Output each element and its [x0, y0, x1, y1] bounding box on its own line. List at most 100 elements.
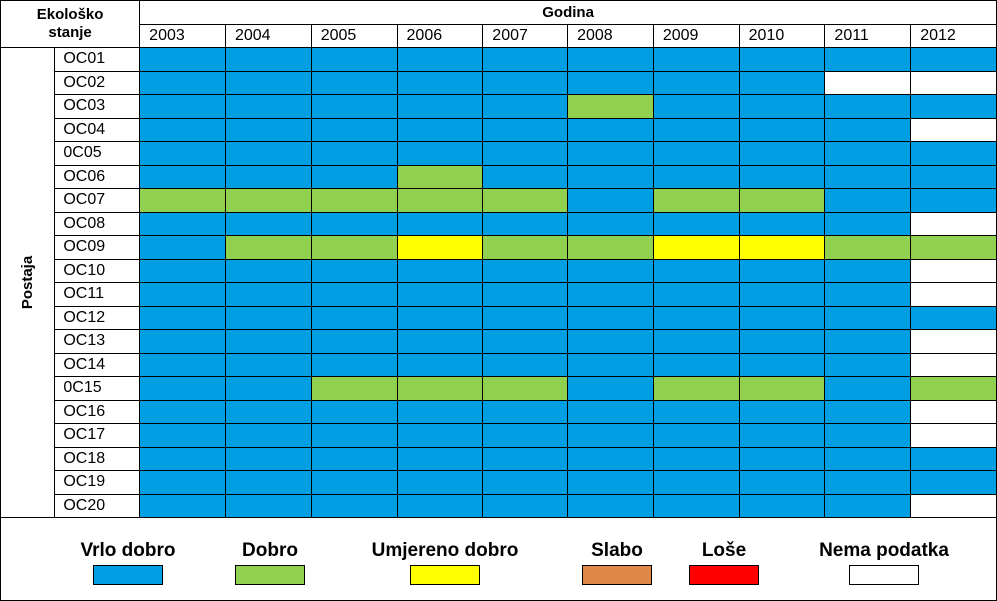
- station-label: OC04: [54, 117, 141, 142]
- postaja-label: Postaja: [0, 47, 56, 518]
- status-cell-OC13-2009: [652, 329, 740, 354]
- table-row: OC20: [1, 493, 997, 518]
- status-cell-OC02-2011: [824, 70, 912, 95]
- legend-swatch: [93, 565, 163, 585]
- status-cell-OC11-2005: [310, 282, 398, 307]
- status-cell-OC20-2003: [139, 493, 226, 518]
- status-cell-OC17-2008: [567, 423, 654, 448]
- table-row: OC13: [1, 329, 997, 354]
- status-cell-OC07-2008: [567, 188, 654, 213]
- status-cell-OC03-2011: [824, 94, 912, 119]
- year-header-2004: 2004: [224, 24, 312, 48]
- station-label: OC11: [54, 282, 141, 307]
- status-cell-OC01-2004: [224, 47, 312, 72]
- status-cell-OC16-2004: [224, 399, 312, 424]
- station-label: OC09: [54, 235, 141, 260]
- status-cell-0C05-2009: [652, 141, 740, 166]
- status-cell-OC16-2003: [139, 399, 226, 424]
- status-cell-OC16-2009: [652, 399, 740, 424]
- header-stanje: stanje: [48, 24, 92, 41]
- legend-swatch: [689, 565, 759, 585]
- status-cell-OC03-2009: [652, 94, 740, 119]
- status-cell-OC20-2010: [738, 493, 826, 518]
- status-cell-OC16-2007: [482, 399, 569, 424]
- status-cell-OC11-2004: [224, 282, 312, 307]
- status-cell-OC10-2009: [652, 258, 740, 283]
- station-label: OC19: [54, 470, 141, 495]
- status-cell-OC01-2012: [910, 47, 997, 72]
- status-cell-OC06-2012: [910, 164, 997, 189]
- status-cell-OC13-2004: [224, 329, 312, 354]
- status-cell-0C15-2011: [824, 376, 912, 401]
- status-cell-OC08-2012: [910, 211, 997, 236]
- status-cell-OC18-2010: [738, 446, 826, 471]
- status-cell-OC08-2004: [224, 211, 312, 236]
- station-label: 0C05: [54, 141, 141, 166]
- status-cell-OC09-2005: [310, 235, 398, 260]
- status-cell-OC06-2006: [396, 164, 484, 189]
- status-cell-0C05-2010: [738, 141, 826, 166]
- header-godina: Godina: [139, 0, 997, 25]
- status-cell-OC19-2007: [482, 470, 569, 495]
- status-cell-0C15-2003: [139, 376, 226, 401]
- status-cell-OC07-2012: [910, 188, 997, 213]
- status-cell-OC20-2009: [652, 493, 740, 518]
- status-cell-OC14-2004: [224, 352, 312, 377]
- status-cell-OC01-2003: [139, 47, 226, 72]
- status-cell-OC14-2008: [567, 352, 654, 377]
- table-row: OC07: [1, 188, 997, 213]
- status-cell-OC02-2005: [310, 70, 398, 95]
- status-cell-OC16-2012: [910, 399, 997, 424]
- status-cell-OC20-2007: [482, 493, 569, 518]
- station-label: OC20: [54, 493, 141, 518]
- legend-label: Dobro: [242, 540, 298, 561]
- status-cell-OC16-2011: [824, 399, 912, 424]
- status-cell-0C05-2003: [139, 141, 226, 166]
- status-cell-OC04-2004: [224, 117, 312, 142]
- status-cell-OC02-2006: [396, 70, 484, 95]
- station-label: 0C15: [54, 376, 141, 401]
- status-cell-OC07-2004: [224, 188, 312, 213]
- table-row: 0C05: [1, 141, 997, 166]
- status-cell-OC18-2012: [910, 446, 997, 471]
- table-row: OC16: [1, 399, 997, 424]
- status-cell-OC10-2003: [139, 258, 226, 283]
- legend-swatch: [235, 565, 305, 585]
- status-cell-OC12-2010: [738, 305, 826, 330]
- status-cell-OC10-2012: [910, 258, 997, 283]
- status-cell-OC16-2008: [567, 399, 654, 424]
- status-cell-OC06-2007: [482, 164, 569, 189]
- status-cell-OC11-2009: [652, 282, 740, 307]
- status-cell-OC20-2006: [396, 493, 484, 518]
- status-cell-OC17-2012: [910, 423, 997, 448]
- table-row: OC02: [1, 70, 997, 95]
- status-cell-OC06-2004: [224, 164, 312, 189]
- year-header-2003: 2003: [139, 24, 226, 48]
- status-cell-OC10-2006: [396, 258, 484, 283]
- status-cell-OC01-2005: [310, 47, 398, 72]
- status-cell-OC03-2012: [910, 94, 997, 119]
- status-cell-OC18-2008: [567, 446, 654, 471]
- status-cell-OC19-2010: [738, 470, 826, 495]
- legend-label: Loše: [701, 540, 747, 561]
- status-cell-0C15-2004: [224, 376, 312, 401]
- status-cell-OC14-2010: [738, 352, 826, 377]
- status-table: Ekološko stanje Godina 2003 2004 2005 2006 2…: [0, 0, 997, 518]
- status-cell-OC11-2006: [396, 282, 484, 307]
- status-cell-OC09-2009: [652, 235, 740, 260]
- status-cell-OC08-2010: [738, 211, 826, 236]
- station-label: OC17: [54, 423, 141, 448]
- status-cell-OC13-2008: [567, 329, 654, 354]
- station-label: OC07: [54, 188, 141, 213]
- status-cell-OC20-2004: [224, 493, 312, 518]
- status-cell-OC09-2003: [139, 235, 226, 260]
- status-cell-OC13-2012: [910, 329, 997, 354]
- status-cell-OC06-2011: [824, 164, 912, 189]
- status-cell-OC03-2004: [224, 94, 312, 119]
- status-cell-OC10-2011: [824, 258, 912, 283]
- status-cell-OC09-2012: [910, 235, 997, 260]
- status-cell-OC09-2010: [738, 235, 826, 260]
- status-cell-OC04-2007: [482, 117, 569, 142]
- legend-swatch: [410, 565, 480, 585]
- status-cell-0C15-2007: [482, 376, 569, 401]
